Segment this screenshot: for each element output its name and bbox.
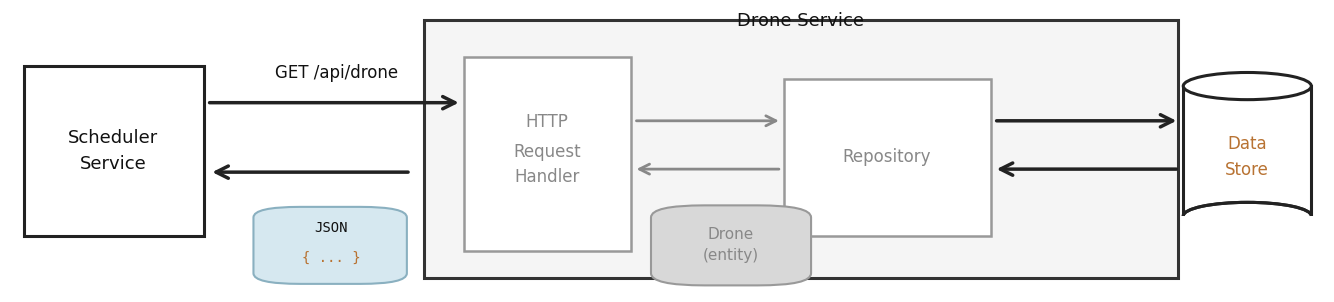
- FancyBboxPatch shape: [424, 20, 1178, 278]
- FancyBboxPatch shape: [784, 79, 991, 236]
- FancyBboxPatch shape: [1183, 86, 1311, 216]
- Text: Scheduler
Service: Scheduler Service: [68, 129, 159, 173]
- Text: Drone Service: Drone Service: [736, 12, 864, 30]
- FancyBboxPatch shape: [651, 205, 811, 285]
- Ellipse shape: [1183, 202, 1311, 230]
- Text: { ... }: { ... }: [301, 251, 360, 265]
- Text: Request
Handler: Request Handler: [514, 143, 580, 186]
- FancyBboxPatch shape: [1181, 216, 1314, 233]
- Text: JSON: JSON: [313, 221, 348, 235]
- Ellipse shape: [1183, 72, 1311, 100]
- Text: GET /api/drone: GET /api/drone: [275, 63, 398, 82]
- Text: HTTP: HTTP: [526, 113, 568, 131]
- FancyBboxPatch shape: [464, 57, 631, 251]
- Text: Drone
(entity): Drone (entity): [703, 227, 759, 263]
- FancyBboxPatch shape: [24, 66, 204, 236]
- Text: Data
Store: Data Store: [1226, 135, 1269, 179]
- FancyBboxPatch shape: [253, 207, 407, 284]
- Text: Repository: Repository: [843, 148, 931, 166]
